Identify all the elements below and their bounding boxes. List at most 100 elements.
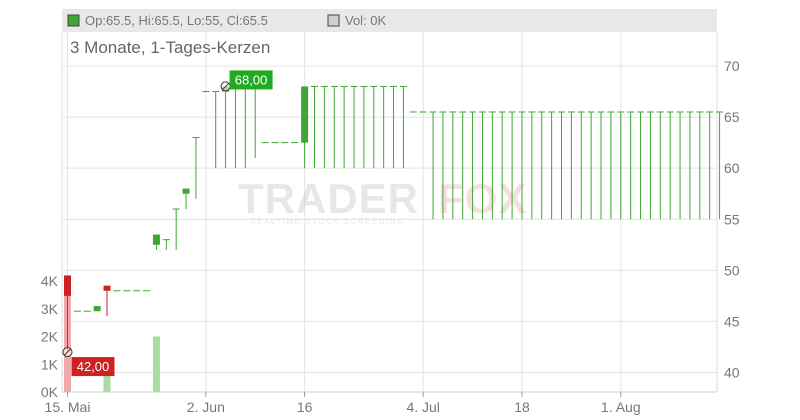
candles: [64, 85, 724, 353]
x-axis: 15. Mai 2. Jun 16 4. Jul 18 1. Aug: [45, 392, 641, 415]
candle: [656, 111, 664, 220]
volume-tick-label: 3K: [41, 301, 59, 317]
x-tick-label: 16: [297, 399, 313, 415]
vol-legend-swatch: [327, 14, 340, 27]
candle: [716, 111, 724, 220]
candle: [311, 85, 318, 169]
ohlc-legend: Op:65.5, Hi:65.5, Lo:55, Cl:65.5: [85, 13, 268, 28]
price-label-box: [71, 357, 115, 377]
candle: [646, 111, 654, 220]
watermark-tagline: REALTIME STOCK SCREENING: [250, 217, 405, 226]
candle: [399, 85, 407, 169]
candle: [706, 111, 714, 220]
candle: [212, 91, 220, 169]
price-tick-label: 70: [724, 58, 740, 74]
volume-tick-label: 4K: [41, 273, 59, 289]
price-tick-label: 55: [724, 211, 740, 227]
candle: [696, 111, 704, 220]
watermark: TRADER FOX REALTIME STOCK SCREENING: [238, 175, 526, 226]
candle: [182, 188, 190, 210]
candle: [558, 111, 565, 220]
price-tick-label: 50: [724, 262, 740, 278]
candle: [597, 111, 605, 220]
candle: [93, 306, 101, 312]
chart-title: 3 Monate, 1-Tages-Kerzen: [70, 38, 270, 57]
candle: [617, 111, 625, 220]
candle: [508, 111, 516, 220]
candle: [548, 111, 556, 220]
volume-tick-label: 1K: [41, 356, 59, 372]
candle-body: [152, 234, 160, 245]
candle-body: [103, 285, 111, 291]
candle: [64, 275, 71, 353]
candle: [439, 111, 447, 220]
candle: [666, 111, 674, 220]
price-label-box: [229, 70, 273, 90]
candle: [627, 111, 635, 220]
watermark-brand-a: TRADER: [238, 175, 419, 222]
candle: [429, 111, 437, 220]
x-tick-label: 18: [514, 399, 530, 415]
candle: [637, 111, 645, 220]
volume-bar: [103, 375, 111, 392]
candle: [360, 85, 368, 169]
marker-cross: [222, 83, 229, 90]
marker-cross: [64, 348, 71, 356]
candle: [449, 111, 457, 220]
candle: [380, 85, 388, 169]
candle: [231, 85, 239, 169]
candle: [676, 111, 684, 220]
volume-tick-label: 2K: [41, 329, 59, 345]
candle: [222, 86, 230, 169]
price-label-text: 42,00: [77, 359, 110, 374]
candle: [340, 85, 348, 169]
candle: [172, 208, 180, 250]
candle: [459, 111, 467, 220]
candle: [528, 111, 536, 220]
candle: [301, 86, 309, 169]
candle-body: [301, 86, 309, 143]
candle: [538, 111, 546, 220]
candle: [320, 85, 328, 169]
x-tick-label: 4. Jul: [406, 399, 439, 415]
candle: [162, 239, 170, 250]
price-tick-label: 65: [724, 109, 740, 125]
ohlc-legend-swatch: [67, 14, 80, 27]
candle: [152, 234, 160, 250]
price-tick-label: 60: [724, 160, 740, 176]
vol-legend: Vol: 0K: [345, 13, 387, 28]
candle: [103, 285, 111, 317]
price-tick-label: 45: [724, 313, 740, 329]
price-axis: 40 45 50 55 60 65 70: [724, 58, 740, 381]
candle: [241, 85, 249, 169]
candle-body: [64, 275, 71, 296]
annotations: 68,00 42,00: [62, 70, 273, 377]
candle-body: [93, 306, 101, 312]
header-bar: [62, 9, 717, 32]
candle: [350, 85, 358, 169]
candle: [330, 85, 338, 169]
candle: [469, 111, 477, 220]
candle: [478, 111, 486, 220]
candle: [607, 111, 615, 220]
x-tick-label: 2. Jun: [187, 399, 225, 415]
price-tick-label: 40: [724, 365, 740, 381]
candle: [192, 137, 200, 199]
volume-bar: [152, 336, 160, 392]
candle: [390, 85, 398, 169]
x-tick-label: 15. Mai: [45, 399, 91, 415]
candle: [567, 111, 575, 220]
x-tick-label: 1. Aug: [601, 399, 641, 415]
candle: [251, 85, 259, 158]
price-label-text: 68,00: [235, 72, 268, 87]
candle: [686, 111, 694, 220]
candle: [498, 111, 506, 220]
candle: [577, 111, 585, 220]
volume-tick-label: 0K: [41, 384, 59, 400]
candle: [488, 111, 496, 220]
candle: [370, 85, 378, 169]
candle: [587, 111, 595, 220]
candle: [518, 111, 526, 220]
candle-body: [182, 188, 190, 194]
